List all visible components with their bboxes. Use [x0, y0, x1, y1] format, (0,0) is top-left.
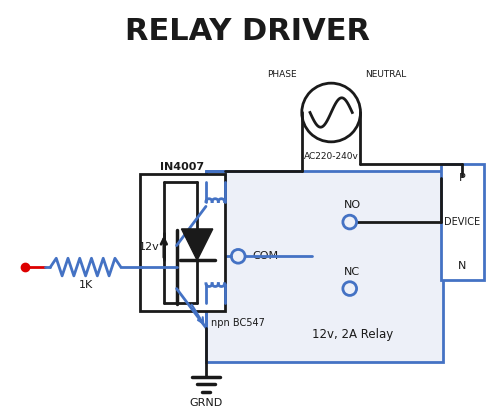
Text: N: N — [458, 261, 466, 271]
Text: PHASE: PHASE — [267, 70, 297, 79]
Text: COM: COM — [252, 251, 278, 261]
Polygon shape — [182, 229, 213, 260]
Text: P: P — [459, 173, 466, 183]
Text: AC220-240v: AC220-240v — [304, 152, 358, 161]
Text: RELAY DRIVER: RELAY DRIVER — [126, 17, 370, 46]
Text: NO: NO — [344, 200, 361, 210]
Text: NEUTRAL: NEUTRAL — [365, 70, 406, 79]
Text: npn BC547: npn BC547 — [211, 318, 265, 328]
Text: GRND: GRND — [189, 398, 223, 407]
Text: 12v: 12v — [139, 241, 160, 252]
Bar — [206, 171, 443, 362]
Text: 1K: 1K — [79, 280, 93, 290]
Text: IN4007: IN4007 — [160, 162, 204, 172]
Text: DEVICE: DEVICE — [444, 217, 480, 227]
Text: 12v, 2A Relay: 12v, 2A Relay — [312, 328, 394, 341]
Bar — [441, 164, 484, 280]
Bar — [141, 174, 225, 311]
Text: NC: NC — [344, 267, 360, 277]
